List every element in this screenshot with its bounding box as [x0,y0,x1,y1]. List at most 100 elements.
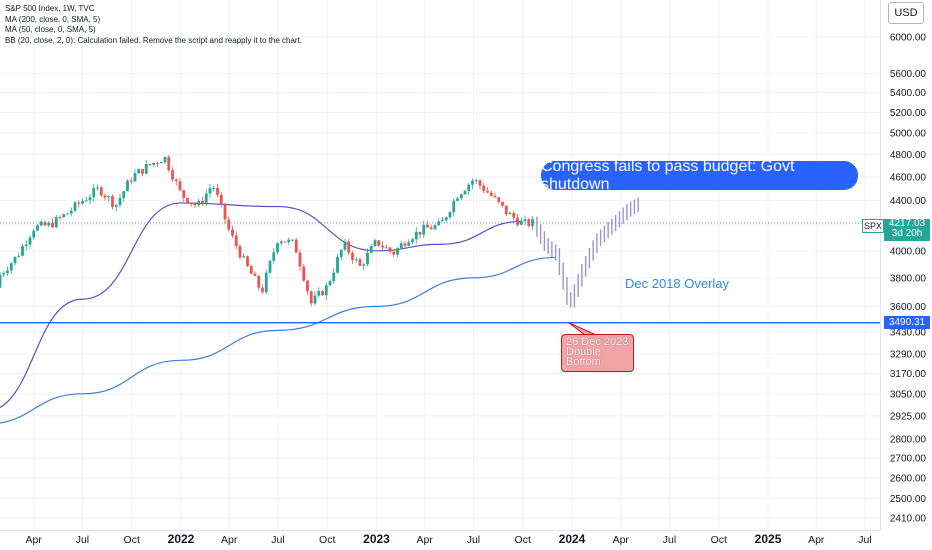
candle-body [351,252,354,260]
candle-body [459,194,463,199]
legend-ma50[interactable]: MA (50, close, 0, SMA, 5) [5,25,96,34]
legend-symbol[interactable]: S&P 500 Index, 1W, TVC [5,4,95,13]
candle-body [463,191,467,195]
candle-body [276,243,279,253]
candle-body [167,157,171,171]
candle-body [486,191,489,193]
candle-body [452,200,456,213]
x-tick-label: Jul [467,534,480,546]
overlay-label[interactable]: Dec 2018 Overlay [625,276,730,291]
last-price-tag: 4217.03 3d 20h [884,219,930,241]
y-tick-label: 4400.00 [890,196,927,207]
candle-body [193,203,197,206]
candle-body [39,221,43,226]
candle-body [369,246,373,253]
candle-body [366,252,369,265]
candle-body [287,239,291,243]
candle-body [448,212,452,218]
candle-body [253,273,257,276]
candle-body [426,224,429,228]
candle-body [294,239,298,253]
candle-body [144,164,148,174]
candle-body [88,197,92,201]
y-tick-label: 2410.00 [890,514,927,525]
candle-body [204,193,208,203]
candle-body [257,275,261,288]
candle-body [92,188,96,198]
x-tick-label: Apr [613,534,630,546]
candle-body [272,252,276,261]
candle-body [291,239,294,241]
candle-body [501,201,504,206]
candle-body [159,162,163,164]
candle-body [306,280,309,292]
double-bottom-callout[interactable]: 26 Dec 2023 Double Bottom [561,334,634,372]
y-tick-label: 5400.00 [890,88,927,99]
candle-body [321,291,324,296]
candle-body [264,272,268,293]
candle-body [219,194,223,204]
hline-price-tag: 3490.31 [884,316,930,329]
candle-body [2,272,6,275]
x-tick-label: Apr [417,534,434,546]
bar-countdown: 3d 20h [891,228,923,239]
currency-button[interactable]: USD [888,2,924,24]
candle-body [111,196,114,207]
x-tick-label: Apr [808,534,825,546]
candle-body [332,272,336,282]
y-tick-label: 2500.00 [890,494,927,505]
candle-body [73,202,77,211]
candle-body [403,243,407,246]
candle-body [201,200,204,203]
y-tick-label: 3430.00 [890,327,927,338]
candle-body [208,188,212,194]
candle-body [362,264,366,266]
candle-body [249,266,253,274]
candle-body [328,281,332,286]
grid [0,0,880,530]
candle-body [0,274,2,288]
candle-body [126,180,129,192]
candle-body [497,197,501,202]
candle-body [399,243,403,249]
y-tick-label: 4600.00 [890,173,927,184]
candle-body [317,291,321,296]
x-tick-label: Oct [124,534,140,546]
candle-body [474,180,478,182]
candle-body [81,200,84,204]
candle-body [519,220,523,225]
y-tick-label: 3290.00 [890,349,927,360]
y-tick-label: 2600.00 [890,473,927,484]
y-tick-label: 3600.00 [890,302,927,313]
y-tick-label: 2700.00 [890,454,927,465]
candle-body [62,214,66,218]
x-tick-label: Jul [76,534,89,546]
candle-body [69,210,73,214]
candle-body [197,200,201,206]
legend-ma200[interactable]: MA (200, close, 0, SMA, 5) [5,14,101,24]
candle-body [388,247,392,252]
y-tick-label: 5600.00 [890,69,927,80]
candle-body [377,240,381,246]
x-tick-label: Oct [711,534,727,546]
headline-callout[interactable]: Congress fails to pass budget: Govt shut… [541,158,858,193]
candle-body [411,239,414,243]
y-tick-label: 4800.00 [890,150,927,161]
candle-body [339,249,343,258]
candle-body [422,224,426,235]
candle-body [523,219,527,221]
candle-body [107,196,111,198]
x-tick-label: Jul [663,534,676,546]
candle-body [516,217,519,225]
y-tick-label: 5200.00 [890,108,927,119]
candle-body [9,263,13,271]
y-tick-label: 2800.00 [890,434,927,445]
legend-bb[interactable]: BB (20, close, 2, 0): Calculation failed… [5,35,303,45]
candle-body [313,295,317,304]
candle-body [441,220,444,222]
candle-body [238,246,242,258]
candle-body [99,187,103,196]
y-axis: 6000.00 5600.00 5400.00 5200.00 5000.00 4800.… [890,33,927,525]
candle-body [216,187,219,195]
